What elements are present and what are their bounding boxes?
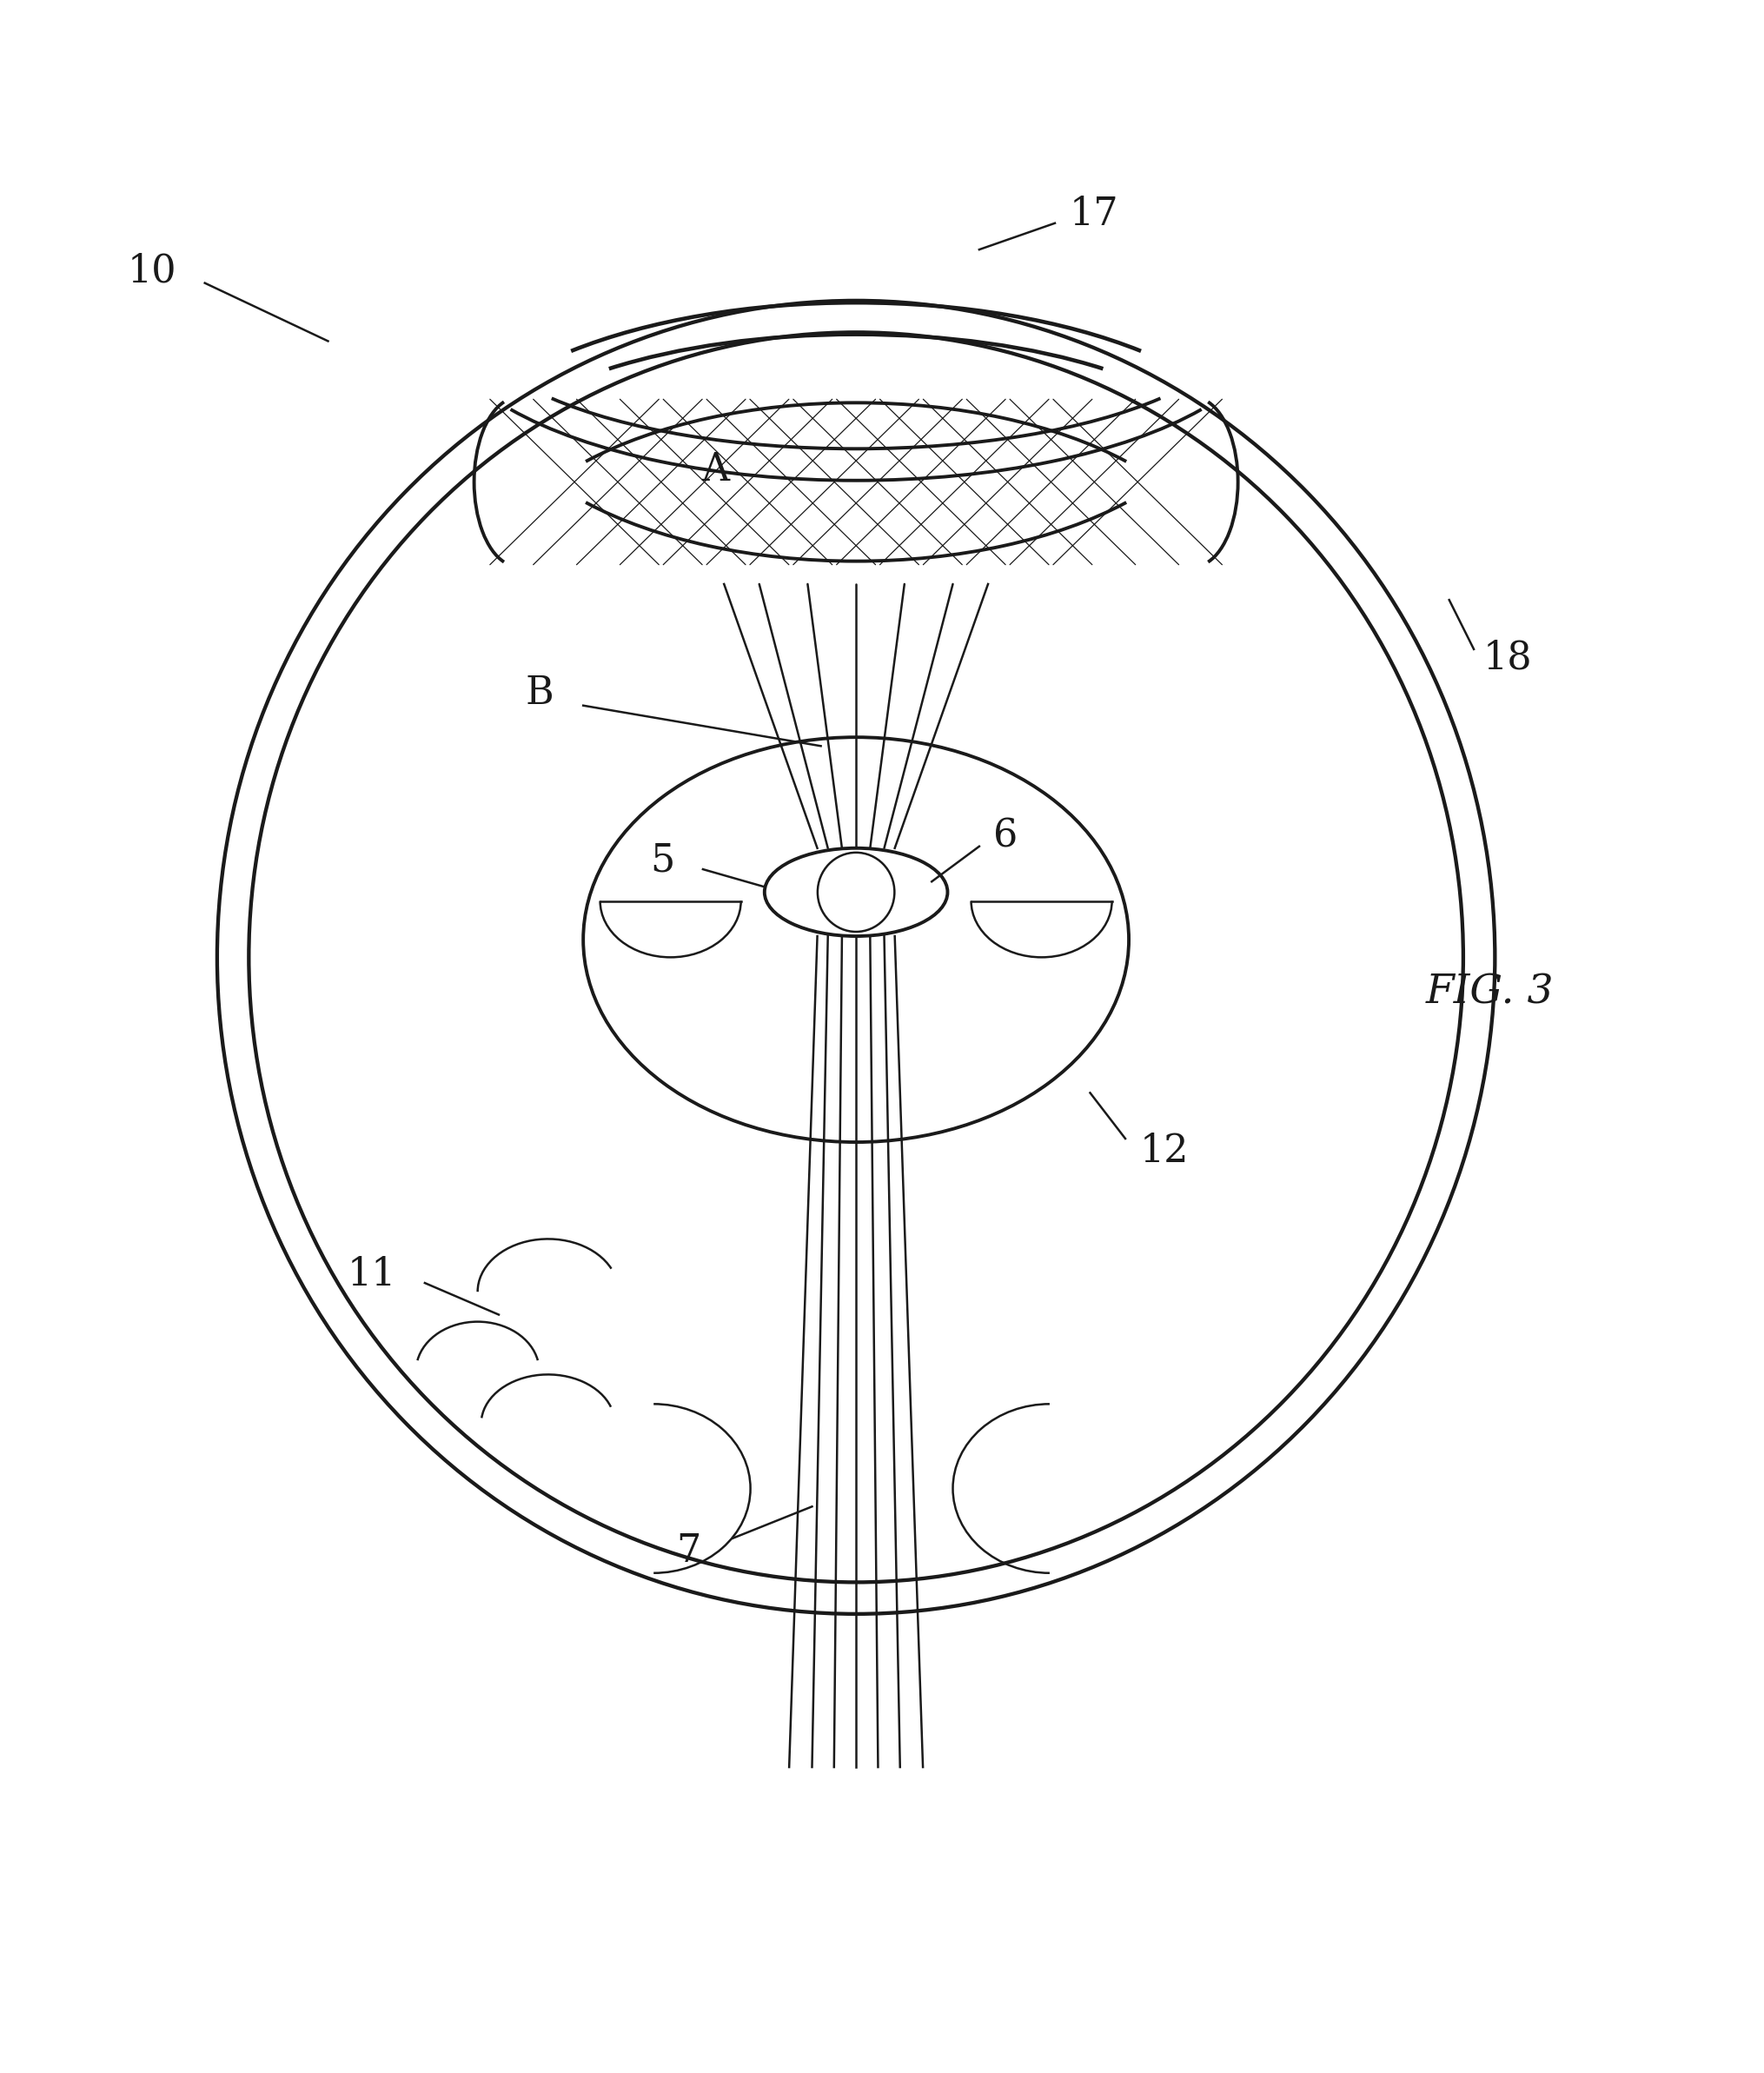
Ellipse shape	[764, 848, 947, 937]
Ellipse shape	[817, 852, 894, 931]
Text: 11: 11	[348, 1256, 397, 1294]
Text: 12: 12	[1140, 1132, 1187, 1169]
Text: 10: 10	[127, 253, 176, 290]
Text: B: B	[524, 674, 554, 711]
Text: 18: 18	[1482, 638, 1531, 676]
Text: 17: 17	[1069, 195, 1118, 232]
Text: 5: 5	[649, 842, 674, 879]
Text: FIG. 3: FIG. 3	[1425, 972, 1552, 1012]
Text: 7: 7	[676, 1532, 700, 1569]
Text: A: A	[700, 450, 729, 489]
Text: 6: 6	[993, 817, 1018, 854]
